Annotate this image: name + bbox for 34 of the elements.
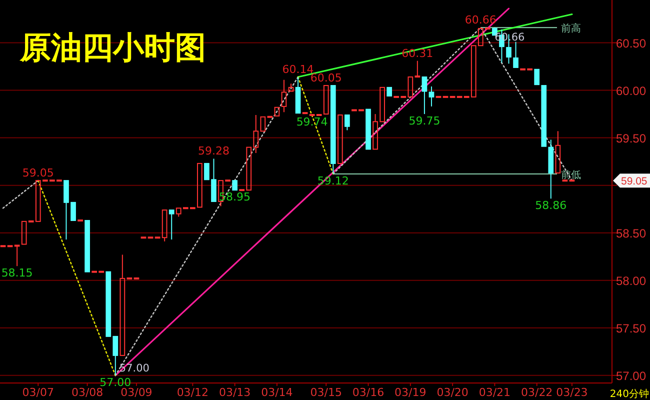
- annotation: 58.86: [535, 199, 567, 212]
- ref-line-label: 前低: [561, 168, 581, 181]
- y-tick-label: 60.50: [616, 36, 646, 50]
- x-tick-label: 03/23: [556, 386, 588, 399]
- x-tick-label: 03/21: [478, 386, 511, 399]
- x-tick-label: 03/12: [176, 386, 209, 399]
- text: 240分钟: [610, 388, 649, 400]
- annotation: 59.28: [198, 144, 230, 158]
- x-tick-label: 03/14: [261, 386, 293, 399]
- annotation: 59.74: [296, 115, 328, 128]
- x-tick-label: 03/09: [120, 386, 152, 399]
- y-tick-label: 59.50: [616, 131, 646, 146]
- y-tick-label: 57.00: [616, 368, 646, 383]
- y-tick-label: 58.00: [616, 274, 646, 288]
- annotation: 58.15: [1, 266, 33, 280]
- x-tick-label: 03/15: [310, 386, 342, 399]
- y-tick-label: 60.00: [616, 84, 646, 98]
- price-tag: 59.05: [613, 174, 650, 188]
- annotation: 60.31: [402, 46, 434, 60]
- annotation: 59.05: [22, 166, 54, 180]
- annotation: 60.66: [464, 14, 496, 27]
- annotation: 59.75: [408, 114, 440, 128]
- ref-line-label: 前高: [561, 22, 581, 35]
- x-tick-label: 03/13: [218, 386, 251, 399]
- x-tick-label: 03/19: [394, 386, 426, 399]
- x-tick-label: 03/16: [352, 386, 384, 399]
- x-tick-label: 03/08: [71, 386, 104, 399]
- x-tick-label: 03/22: [520, 386, 553, 399]
- annotation: 60.05: [310, 72, 342, 85]
- y-tick-label: 57.50: [616, 321, 646, 336]
- text: 原油四小时图: [19, 30, 206, 66]
- x-tick-label: 03/07: [22, 386, 54, 399]
- y-tick-label: 58.50: [616, 226, 646, 240]
- x-tick-label: 03/20: [436, 386, 468, 399]
